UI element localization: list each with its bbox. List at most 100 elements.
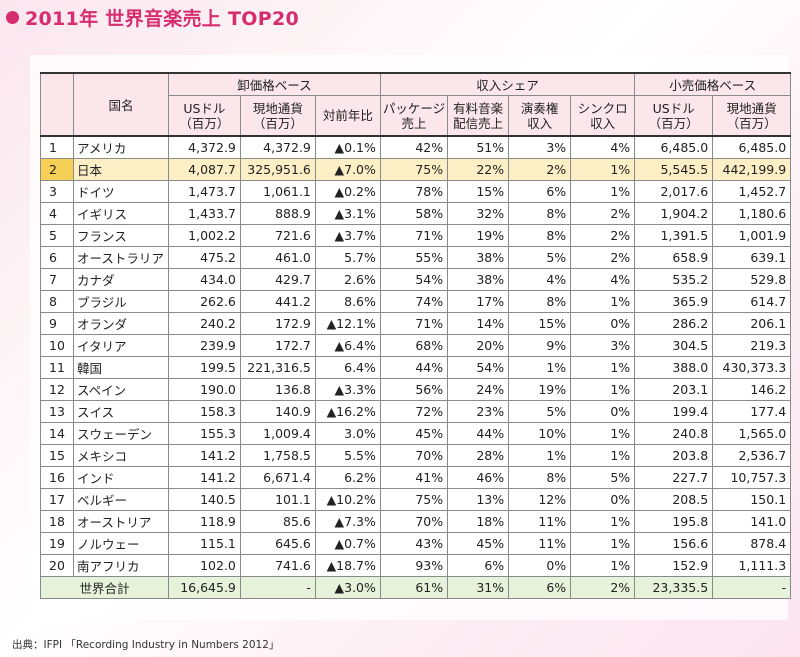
package-cell: 71% xyxy=(379,224,449,247)
sync-cell: 1% xyxy=(570,422,636,445)
package-cell: 75% xyxy=(379,158,449,181)
usd-cell: 4,372.9 xyxy=(167,135,241,159)
retail-local-cell: 146.2 xyxy=(712,378,792,401)
yoy-cell: ▲0.7% xyxy=(314,532,381,555)
package-cell: 58% xyxy=(379,202,449,225)
paid-digital-cell: 15% xyxy=(447,180,510,203)
sync-cell: 4% xyxy=(570,135,636,159)
total-performance-rights-cell: 6% xyxy=(508,576,572,599)
performance-rights-cell: 12% xyxy=(508,488,572,511)
usd-cell: 118.9 xyxy=(167,510,241,533)
country-cell: メキシコ xyxy=(73,444,169,467)
sync-header: シンクロ 収入 xyxy=(570,95,636,137)
retail-local-cell: 206.1 xyxy=(712,312,792,335)
retail-local-cell: 614.7 xyxy=(712,290,792,313)
sync-cell: 1% xyxy=(570,510,636,533)
package-cell: 56% xyxy=(379,378,449,401)
retail-local-cell: 141.0 xyxy=(712,510,792,533)
retail-usd-cell: 658.9 xyxy=(634,246,714,269)
yoy-cell: 5.5% xyxy=(314,444,381,467)
table-row: 5 フランス 1,002.2 721.6 ▲3.7% 71% 19% 8% 2% 1,391.5 1… xyxy=(40,224,792,247)
total-local-currency-cell: - xyxy=(239,576,316,599)
bullet-dot-icon xyxy=(6,10,19,24)
retail-local-cell: 1,452.7 xyxy=(712,180,792,203)
local-currency-cell: 741.6 xyxy=(239,554,316,577)
performance-rights-cell: 8% xyxy=(508,224,572,247)
performance-rights-header: 演奏権 収入 xyxy=(508,95,572,137)
retail-usd-cell: 1,391.5 xyxy=(634,224,714,247)
retail-usd-cell: 365.9 xyxy=(634,290,714,313)
retail-usd-cell: 195.8 xyxy=(634,510,714,533)
country-cell: ノルウェー xyxy=(73,532,169,555)
retail-usd-cell: 535.2 xyxy=(634,268,714,291)
local-currency-cell: 888.9 xyxy=(239,202,316,225)
sync-cell: 1% xyxy=(570,158,636,181)
table-row: 3 ドイツ 1,473.7 1,061.1 ▲0.2% 78% 15% 6% 1% 2,017.6… xyxy=(40,180,792,203)
table-row: 9 オランダ 240.2 172.9 ▲12.1% 71% 14% 15% 0% 286.2 206… xyxy=(40,312,792,335)
retail-usd-cell: 304.5 xyxy=(634,334,714,357)
rank-cell: 16 xyxy=(40,466,74,489)
table-row: 17 ベルギー 140.5 101.1 ▲10.2% 75% 13% 12% 0% 208.5 15… xyxy=(40,488,792,511)
package-cell: 68% xyxy=(379,334,449,357)
retail-usd-cell: 227.7 xyxy=(634,466,714,489)
table-row: 20 南アフリカ 102.0 741.6 ▲18.7% 93% 6% 0% 1% 152.9 1,1… xyxy=(40,554,792,577)
country-cell: オーストリア xyxy=(73,510,169,533)
table-row: 2 日本 4,087.7 325,951.6 ▲7.0% 75% 22% 2% 1% 5,545.… xyxy=(40,158,792,181)
retail-local-cell: 442,199.9 xyxy=(712,158,792,181)
country-cell: ブラジル xyxy=(73,290,169,313)
country-cell: インド xyxy=(73,466,169,489)
sync-cell: 2% xyxy=(570,202,636,225)
country-cell: 日本 xyxy=(73,158,169,181)
table-row: 14 スウェーデン 155.3 1,009.4 3.0% 45% 44% 10% 1% 240.8… xyxy=(40,422,792,445)
retail-usd-cell: 156.6 xyxy=(634,532,714,555)
retail-local-cell: 10,757.3 xyxy=(712,466,792,489)
package-cell: 41% xyxy=(379,466,449,489)
sync-cell: 2% xyxy=(570,246,636,269)
music-sales-table: 国名 卸価格ベース 収入シェア 小売価格ベース USドル （百万） 現地通貨 （百万… xyxy=(40,72,792,599)
retail-local-cell: 1,180.6 xyxy=(712,202,792,225)
retail-usd-cell: 203.1 xyxy=(634,378,714,401)
header-column-row: USドル （百万） 現地通貨 （百万） 対前年比 パッケージ 売上 有料音楽 配信売上 … xyxy=(41,95,792,137)
yoy-header: 対前年比 xyxy=(314,95,381,137)
sync-cell: 1% xyxy=(570,532,636,555)
rank-cell: 8 xyxy=(40,290,74,313)
sync-cell: 1% xyxy=(570,356,636,379)
performance-rights-cell: 2% xyxy=(508,158,572,181)
retail-usd-cell: 203.8 xyxy=(634,444,714,467)
retail-usd-header: USドル （百万） xyxy=(634,95,714,137)
table-row: 16 インド 141.2 6,671.4 6.2% 41% 46% 8% 5% 227.7 10,7… xyxy=(40,466,792,489)
usd-cell: 1,433.7 xyxy=(167,202,241,225)
sync-cell: 0% xyxy=(570,488,636,511)
yoy-cell: 8.6% xyxy=(314,290,381,313)
page-title-text: 2011年 世界音楽売上 TOP20 xyxy=(25,7,299,30)
country-cell: 南アフリカ xyxy=(73,554,169,577)
country-cell: アメリカ xyxy=(73,135,169,159)
total-row: 世界合計 16,645.9- ▲3.0% 61% 31% 6% 2% 23,335.5- xyxy=(40,576,792,599)
source-note: 出典：IFPI 「Recording Industry in Numbers 2… xyxy=(12,639,280,651)
usd-cell: 158.3 xyxy=(167,400,241,423)
paid-digital-cell: 6% xyxy=(447,554,510,577)
usd-cell: 239.9 xyxy=(167,334,241,357)
paid-digital-cell: 24% xyxy=(447,378,510,401)
retail-group-header: 小売価格ベース xyxy=(634,72,792,96)
performance-rights-cell: 1% xyxy=(508,444,572,467)
rank-cell: 18 xyxy=(40,510,74,533)
total-label: 世界合計 xyxy=(40,576,169,599)
paid-digital-cell: 14% xyxy=(447,312,510,335)
table-row: 12 スペイン 190.0 136.8 ▲3.3% 56% 24% 19% 1% 203.1 146… xyxy=(40,378,792,401)
total-sync-cell: 2% xyxy=(570,576,636,599)
rank-header xyxy=(40,72,74,137)
performance-rights-cell: 6% xyxy=(508,180,572,203)
sync-cell: 0% xyxy=(570,400,636,423)
country-cell: ドイツ xyxy=(73,180,169,203)
local-currency-cell: 4,372.9 xyxy=(239,135,316,159)
performance-rights-cell: 0% xyxy=(508,554,572,577)
rank-cell: 3 xyxy=(40,180,74,203)
local-currency-cell: 1,009.4 xyxy=(239,422,316,445)
rank-cell: 11 xyxy=(40,356,74,379)
usd-cell: 1,473.7 xyxy=(167,180,241,203)
table-body: 1 アメリカ 4,372.9 4,372.9 ▲0.1% 42% 51% 3% 4% 6,485.… xyxy=(40,135,792,599)
country-cell: オーストラリア xyxy=(73,246,169,269)
package-cell: 78% xyxy=(379,180,449,203)
country-header: 国名 xyxy=(73,72,169,137)
